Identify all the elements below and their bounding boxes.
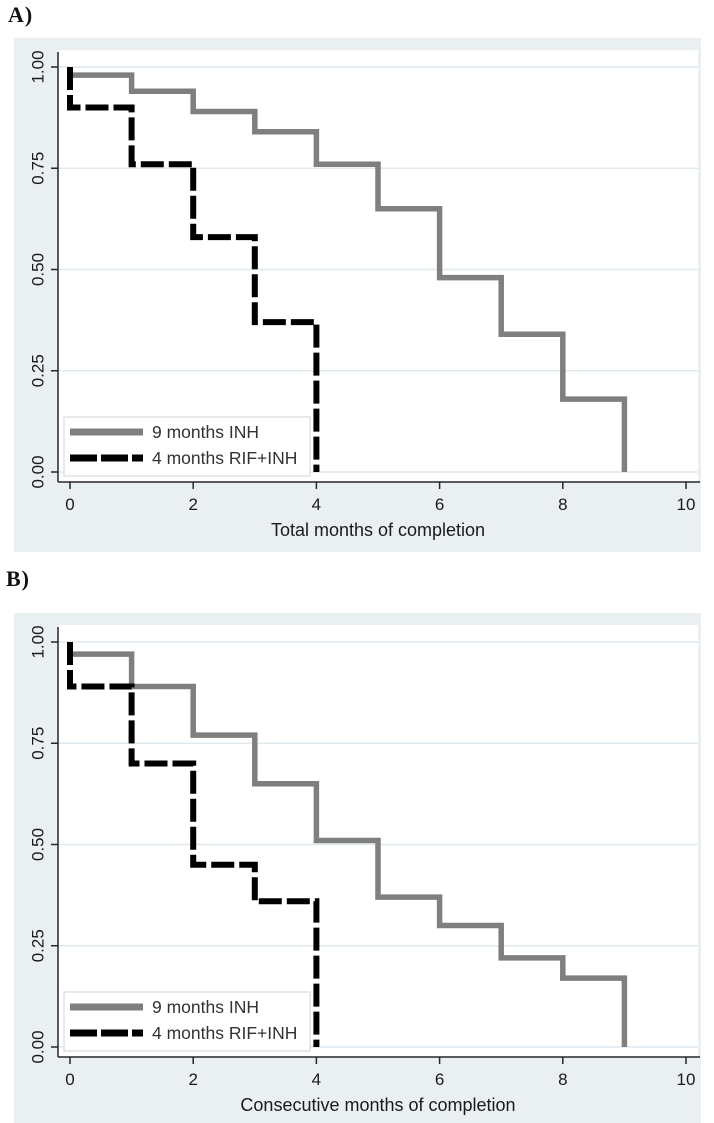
panel-a: 0.00 0.25 0.50 0.75 1.00 0 2 4 6 8 10 Total months … bbox=[14, 38, 701, 552]
x-tick-label: 8 bbox=[558, 495, 567, 514]
y-tick-label: 0.75 bbox=[28, 152, 47, 185]
legend-label: 4 months RIF+INH bbox=[152, 1023, 297, 1043]
x-tick-label: 10 bbox=[677, 495, 696, 514]
legend-label: 9 months INH bbox=[152, 997, 259, 1017]
legend-box bbox=[63, 991, 311, 1052]
km-chart-consecutive-months: 0.00 0.25 0.50 0.75 1.00 0 2 4 6 8 10 Consecutive m… bbox=[14, 613, 701, 1123]
x-tick-label: 4 bbox=[312, 495, 321, 514]
x-tick-label: 4 bbox=[312, 1070, 321, 1089]
x-tick-label: 0 bbox=[65, 1070, 74, 1089]
x-tick-label: 0 bbox=[65, 495, 74, 514]
y-tick-label: 0.00 bbox=[28, 1030, 47, 1063]
legend-label: 4 months RIF+INH bbox=[152, 448, 297, 468]
y-tick-label: 0.25 bbox=[28, 929, 47, 962]
x-tick-label: 6 bbox=[435, 1070, 444, 1089]
panel-b-label: B) bbox=[6, 566, 30, 591]
y-tick-label: 0.50 bbox=[28, 253, 47, 286]
series-line-9-months-inh bbox=[67, 67, 628, 472]
plot-area bbox=[58, 50, 698, 482]
series-line-4-months-rif-inh bbox=[67, 67, 320, 472]
series-line-4-months-rif-inh bbox=[67, 642, 320, 1047]
y-tick-label: 0.75 bbox=[28, 727, 47, 760]
x-axis-title: Total months of completion bbox=[271, 520, 485, 540]
y-tick-label: 0.50 bbox=[28, 828, 47, 861]
x-tick-label: 10 bbox=[677, 1070, 696, 1089]
series-line-9-months-inh bbox=[67, 642, 628, 1047]
x-axis-title: Consecutive months of completion bbox=[240, 1095, 515, 1115]
x-tick-label: 6 bbox=[435, 495, 444, 514]
y-tick-label: 0.00 bbox=[28, 455, 47, 488]
x-tick-label: 2 bbox=[188, 495, 197, 514]
y-tick-label: 1.00 bbox=[28, 50, 47, 83]
panel-b: 0.00 0.25 0.50 0.75 1.00 0 2 4 6 8 10 Consecutive m… bbox=[14, 613, 701, 1123]
legend-box bbox=[63, 416, 311, 477]
x-tick-label: 2 bbox=[188, 1070, 197, 1089]
x-tick-label: 8 bbox=[558, 1070, 567, 1089]
y-tick-label: 1.00 bbox=[28, 625, 47, 658]
y-tick-label: 0.25 bbox=[28, 354, 47, 387]
panel-a-label: A) bbox=[8, 2, 34, 27]
km-chart-total-months: 0.00 0.25 0.50 0.75 1.00 0 2 4 6 8 10 Total months … bbox=[14, 38, 701, 552]
legend-label: 9 months INH bbox=[152, 422, 259, 442]
